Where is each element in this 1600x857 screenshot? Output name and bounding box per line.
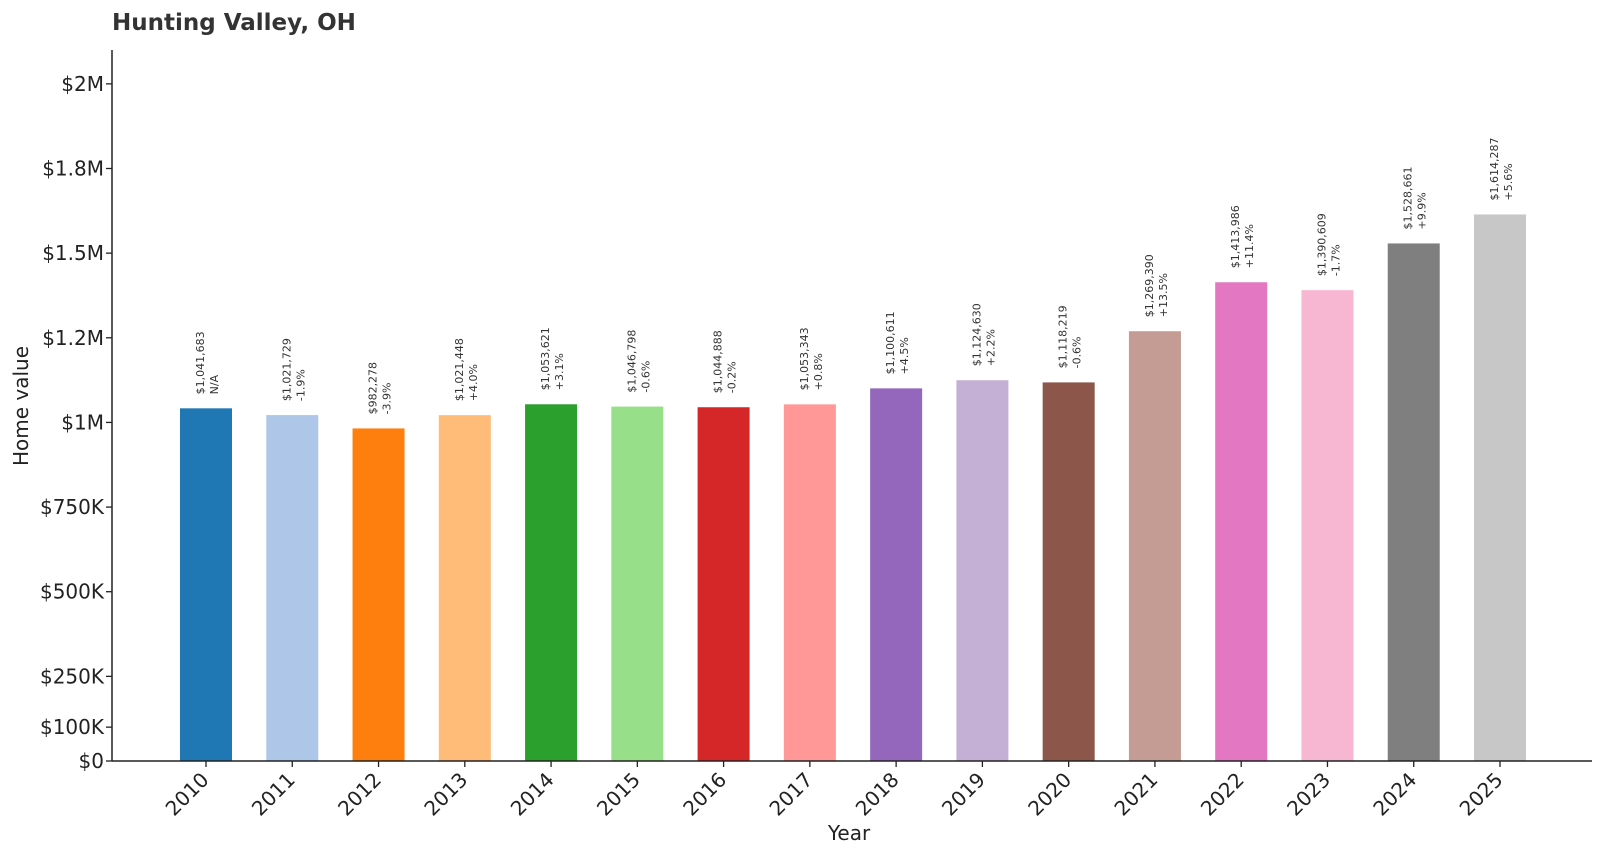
bars-group — [180, 214, 1526, 761]
bar-change-label: +4.0% — [467, 364, 480, 401]
bar-value-label: $1,413,986 — [1229, 205, 1242, 268]
bar-value-label: $1,053,343 — [798, 327, 811, 390]
bar-2014 — [525, 404, 578, 761]
y-tick-label: $250K — [40, 664, 105, 688]
bar-change-label: +2.2% — [984, 329, 997, 366]
bar-change-label: +3.1% — [553, 353, 566, 390]
x-tick-label: 2025 — [1455, 768, 1508, 821]
bar-value-label: $1,390,609 — [1315, 213, 1328, 276]
chart-title: Hunting Valley, OH — [112, 10, 356, 36]
bar-value-label: $1,124,630 — [970, 303, 983, 366]
bar-change-label: -0.6% — [1071, 336, 1084, 368]
x-tick-label: 2021 — [1110, 768, 1163, 821]
bar-value-label: $1,041,683 — [194, 331, 207, 394]
y-tick-label: $100K — [40, 715, 105, 739]
y-tick-label: $1.5M — [42, 241, 104, 265]
bar-change-label: +9.9% — [1416, 192, 1429, 229]
bar-value-label: $1,053,621 — [539, 327, 552, 390]
x-tick-label: 2017 — [764, 768, 817, 821]
y-tick-label: $750K — [40, 495, 105, 519]
x-axis-label: Year — [827, 821, 871, 845]
bar-value-label: $1,046,798 — [625, 330, 638, 393]
bar-2018 — [870, 388, 923, 761]
x-tick-label: 2020 — [1023, 768, 1076, 821]
bar-2021 — [1128, 331, 1181, 761]
bar-change-label: -0.2% — [726, 361, 739, 393]
x-tick-label: 2023 — [1282, 768, 1335, 821]
bar-2024 — [1387, 243, 1440, 761]
bar-change-label: +11.4% — [1243, 224, 1256, 268]
bar-2019 — [956, 380, 1009, 761]
bar-2012 — [352, 428, 405, 761]
bar-value-label: $1,021,729 — [280, 338, 293, 401]
y-tick-label: $1M — [61, 410, 104, 434]
y-tick-label: $0 — [79, 749, 104, 773]
y-tick-label: $1.8M — [42, 157, 104, 181]
x-tick-label: 2016 — [678, 768, 731, 821]
x-tick-label: 2019 — [937, 768, 990, 821]
bar-2023 — [1301, 290, 1354, 761]
y-tick-label: $1.2M — [42, 326, 104, 350]
bar-value-label: $1,044,888 — [712, 330, 725, 393]
bar-2025 — [1474, 214, 1526, 761]
bar-labels-group: $1,041,683 N/A $1,021,729 -1.9% $982,278 -3.9… — [194, 137, 1515, 414]
x-tick-label: 2018 — [851, 768, 904, 821]
bar-value-label: $1,528,661 — [1402, 166, 1415, 229]
bar-value-label: $1,118,219 — [1057, 305, 1070, 368]
bar-value-label: $1,021,448 — [453, 338, 466, 401]
bar-change-label: +13.5% — [1157, 273, 1170, 317]
bar-value-label: $1,100,611 — [884, 311, 897, 374]
bar-value-label: $1,614,287 — [1488, 137, 1501, 200]
y-tick-label: $500K — [40, 580, 105, 604]
y-axis-label: Home value — [9, 346, 33, 466]
bar-change-label: -1.9% — [294, 369, 307, 401]
x-tick-label: 2024 — [1368, 768, 1421, 821]
bar-2017 — [783, 404, 836, 761]
x-tick-label: 2012 — [333, 768, 386, 821]
bar-2011 — [266, 415, 319, 761]
bar-2015 — [611, 406, 664, 761]
bar-change-label: -0.6% — [639, 361, 652, 393]
x-tick-label: 2013 — [419, 768, 472, 821]
bar-2022 — [1215, 282, 1268, 761]
x-tick-label: 2014 — [506, 768, 559, 821]
bar-change-label: +4.5% — [898, 337, 911, 374]
bar-value-label: $982,278 — [367, 362, 380, 415]
x-tick-label: 2022 — [1196, 768, 1249, 821]
x-tick-label: 2015 — [592, 768, 645, 821]
bar-2016 — [697, 407, 750, 761]
bar-change-label: N/A — [208, 374, 221, 394]
bar-2020 — [1042, 382, 1095, 761]
bar-value-label: $1,269,390 — [1143, 254, 1156, 317]
bar-change-label: -1.7% — [1329, 244, 1342, 276]
bar-change-label: +0.8% — [812, 353, 825, 390]
bar-change-label: +5.6% — [1502, 163, 1515, 200]
x-tick-label: 2011 — [247, 768, 300, 821]
bar-2010 — [180, 408, 232, 761]
y-axis: $0 $100K $250K $500K $750K $1M $1.2M $1.5M $1.8M… — [40, 50, 113, 773]
x-axis: 2010 2011 2012 2013 2014 2015 2016 2017 2018 2019… — [112, 760, 1592, 821]
bar-2013 — [438, 415, 491, 761]
bar-change-label: -3.9% — [381, 383, 394, 415]
y-tick-label: $2M — [61, 72, 104, 96]
x-tick-label: 2010 — [161, 768, 214, 821]
